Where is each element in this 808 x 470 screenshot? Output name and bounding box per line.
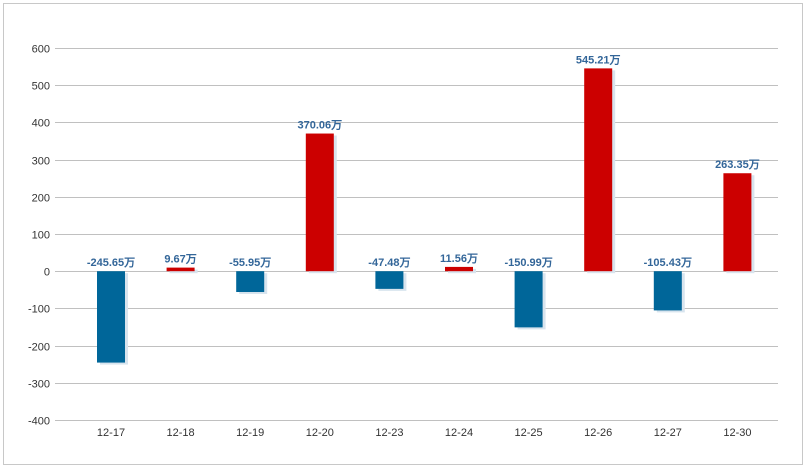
x-tick-label: 12-18 bbox=[167, 427, 195, 439]
x-tick-label: 12-23 bbox=[375, 427, 403, 439]
bar-12-27 bbox=[653, 271, 682, 311]
bar-12-30 bbox=[723, 173, 752, 272]
data-label: -105.43万 bbox=[644, 256, 692, 269]
x-tick-label: 12-19 bbox=[236, 427, 264, 439]
gridlines bbox=[55, 48, 778, 421]
y-tick-label: -100 bbox=[28, 304, 50, 316]
data-label: -55.95万 bbox=[229, 256, 271, 269]
x-tick-label: 12-30 bbox=[723, 427, 751, 439]
y-tick-label: -200 bbox=[28, 342, 50, 354]
y-tick-label: 300 bbox=[32, 156, 50, 168]
y-axis-ticks: 600 500 400 300 200 100 0 -100 -200 -300 -400 bbox=[28, 44, 50, 428]
bar-12-18 bbox=[166, 267, 195, 272]
data-label: 370.06万 bbox=[297, 119, 342, 132]
y-tick-label: 600 bbox=[32, 44, 50, 56]
data-labels: -245.65万 9.67万 -55.95万 370.06万 -47.48万 11.56万… bbox=[87, 53, 760, 269]
y-tick-label: 500 bbox=[32, 81, 50, 93]
bar-12-26 bbox=[584, 68, 613, 272]
x-axis-ticks: 12-17 12-18 12-19 12-20 12-23 12-24 12-25 12-26… bbox=[97, 427, 752, 439]
y-tick-label: 0 bbox=[44, 267, 50, 279]
bars bbox=[97, 68, 755, 365]
data-label: 11.56万 bbox=[440, 252, 478, 265]
y-tick-label: 400 bbox=[32, 118, 50, 130]
data-label: 545.21万 bbox=[576, 53, 621, 66]
bar-shadow bbox=[169, 269, 198, 274]
bar-12-24 bbox=[445, 266, 473, 272]
x-tick-label: 12-27 bbox=[654, 427, 682, 439]
data-label: -47.48万 bbox=[368, 256, 410, 269]
y-tick-label: -400 bbox=[28, 416, 50, 428]
x-tick-label: 12-25 bbox=[515, 427, 543, 439]
x-tick-label: 12-24 bbox=[445, 427, 473, 439]
x-tick-label: 12-20 bbox=[306, 427, 334, 439]
bar-12-17 bbox=[97, 271, 125, 363]
bar-12-20 bbox=[305, 133, 334, 272]
y-tick-label: -300 bbox=[28, 379, 50, 391]
data-label: 9.67万 bbox=[164, 253, 196, 266]
data-label: -245.65万 bbox=[87, 256, 135, 269]
data-label: -150.99万 bbox=[504, 256, 552, 269]
x-tick-label: 12-17 bbox=[97, 427, 125, 439]
x-tick-label: 12-26 bbox=[584, 427, 612, 439]
bar-12-19 bbox=[236, 271, 265, 293]
y-tick-label: 100 bbox=[32, 230, 50, 242]
bar-12-23 bbox=[375, 271, 404, 289]
y-tick-label: 200 bbox=[32, 193, 50, 205]
data-label: 263.35万 bbox=[715, 158, 760, 171]
bar-12-25 bbox=[514, 271, 543, 328]
